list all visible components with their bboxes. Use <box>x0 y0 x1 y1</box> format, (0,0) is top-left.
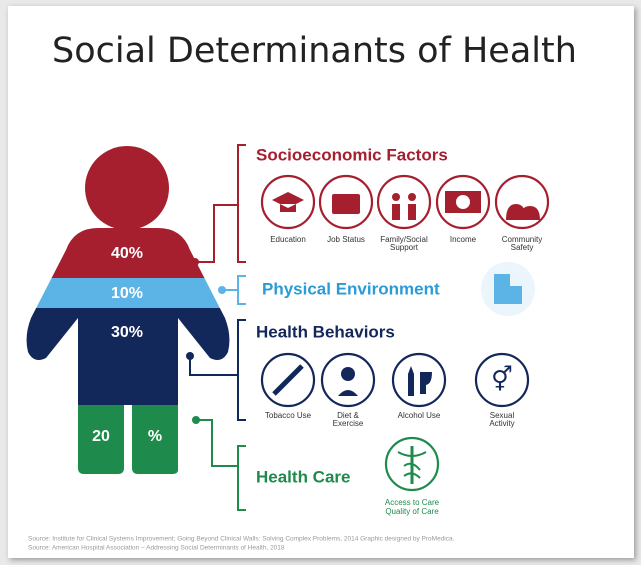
icon <box>376 174 432 230</box>
pct-label: 30% <box>111 324 143 341</box>
icon-glyph <box>341 367 355 381</box>
icon-glyph <box>506 204 540 220</box>
connector <box>196 419 246 511</box>
icon-caption: Diet & <box>337 411 359 420</box>
icon-caption: Tobacco Use <box>265 411 312 420</box>
icon-caption: Support <box>390 243 419 252</box>
icon-glyph <box>338 390 358 396</box>
icon-glyph <box>397 451 427 479</box>
icon <box>391 352 447 408</box>
icon-caption: Access to Care <box>385 498 440 507</box>
icon-caption: Quality of Care <box>385 507 439 516</box>
icon <box>384 436 440 492</box>
source-line: Source: American Hospital Association – … <box>28 545 285 552</box>
icon-caption: Community <box>502 235 542 244</box>
icon-glyph <box>272 192 304 212</box>
pct-label: 10% <box>111 285 143 302</box>
connector <box>189 319 246 421</box>
connectors <box>189 144 246 511</box>
icon-glyph <box>392 193 400 201</box>
icon-caption: Family/Social <box>380 235 428 244</box>
icon-glyph <box>392 204 416 220</box>
group-heading: Socioeconomic Factors <box>256 145 448 164</box>
icon-caption: Alcohol Use <box>398 411 441 420</box>
icon-glyph <box>408 193 416 201</box>
icon-row <box>260 174 550 230</box>
title: Social Determinants of Health <box>52 31 577 71</box>
icon-glyph <box>332 194 360 214</box>
source-line: Source: Institute for Clinical Systems I… <box>28 536 455 543</box>
icon-caption: Job Status <box>327 235 365 244</box>
icon-caption: Activity <box>489 419 514 428</box>
icon-glyph <box>408 366 432 396</box>
pct-label: % <box>148 428 162 445</box>
group-heading: Health Behaviors <box>256 322 395 341</box>
connector-dot <box>192 416 200 424</box>
icon <box>474 352 530 408</box>
icon-glyph <box>494 274 510 304</box>
icon-caption: Education <box>270 235 306 244</box>
pct-label: 40% <box>111 245 143 262</box>
group-heading: Physical Environment <box>262 279 440 298</box>
connector-dot <box>191 258 199 266</box>
icon-caption: Income <box>450 235 477 244</box>
connector <box>195 144 246 263</box>
icon <box>494 174 550 230</box>
icon-glyph <box>272 364 304 396</box>
segment-environment <box>26 278 230 308</box>
icon-glyph: ⚥ <box>491 365 513 393</box>
icon-caption: Safety <box>511 243 534 252</box>
icon-glyph <box>510 286 522 304</box>
connector-dot <box>218 286 226 294</box>
icon-glyph <box>456 195 470 209</box>
icon-row: ⚥ <box>260 352 530 408</box>
pct-label: 20 <box>92 428 110 445</box>
icon-caption: Sexual <box>490 411 515 420</box>
figure-head <box>85 146 169 230</box>
icon <box>481 262 535 316</box>
connector-dot <box>186 352 194 360</box>
group-heading: Health Care <box>256 467 350 486</box>
icon-caption: Exercise <box>333 419 364 428</box>
